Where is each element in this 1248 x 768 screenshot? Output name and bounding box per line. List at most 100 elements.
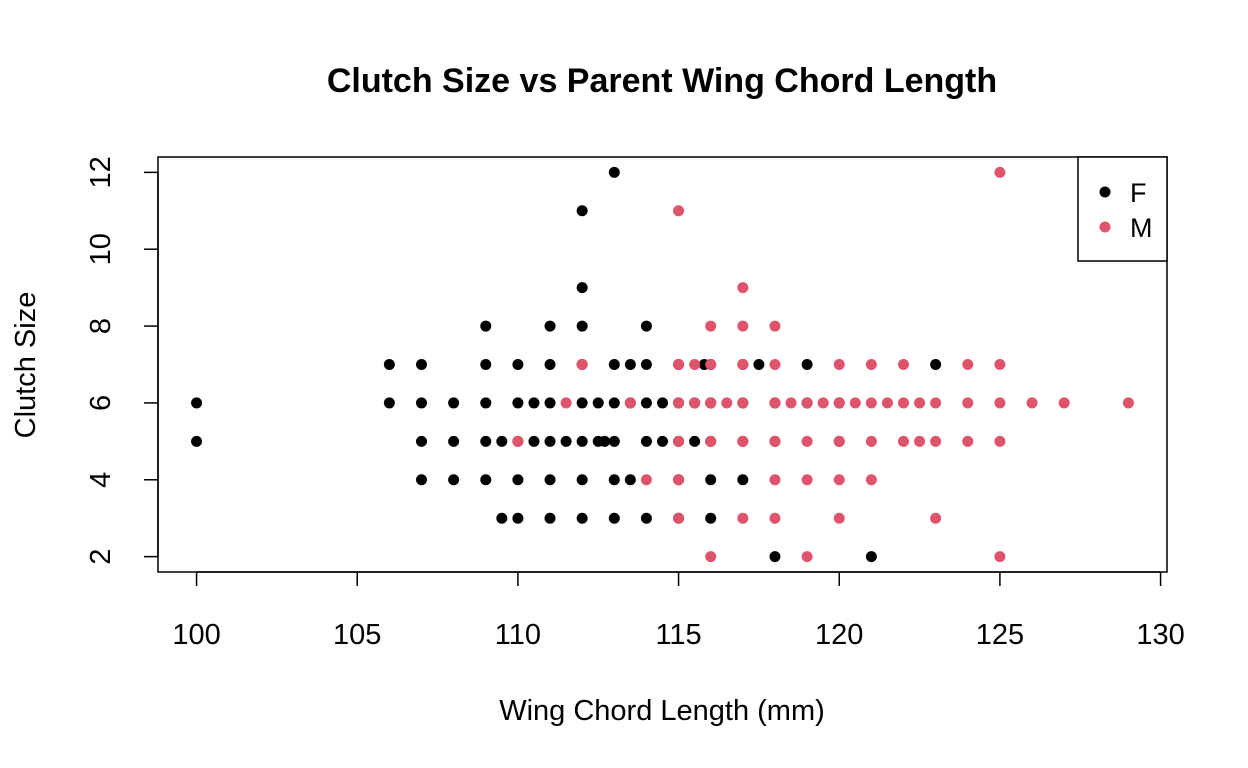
data-point-f	[599, 435, 611, 447]
data-point-m	[801, 435, 813, 447]
data-point-m	[705, 435, 717, 447]
data-point-f	[480, 435, 492, 447]
data-point-m	[833, 512, 845, 524]
data-point-m	[689, 397, 701, 409]
data-point-m	[673, 512, 685, 524]
data-point-m	[673, 397, 685, 409]
data-point-f	[576, 320, 588, 332]
legend: F M	[1077, 156, 1168, 262]
plot-frame	[157, 156, 1168, 573]
data-point-f	[576, 397, 588, 409]
data-point-f	[191, 397, 203, 409]
data-point-f	[576, 282, 588, 294]
data-point-m	[898, 359, 910, 370]
data-point-f	[560, 435, 572, 447]
data-point-f	[769, 551, 781, 563]
data-point-m	[833, 397, 845, 409]
data-point-m	[930, 435, 942, 447]
data-point-m	[994, 397, 1006, 409]
data-point-f	[480, 474, 492, 486]
data-point-m	[833, 359, 845, 370]
data-point-m	[705, 551, 717, 563]
data-point-f	[480, 320, 492, 332]
data-point-f	[448, 397, 460, 409]
data-point-f	[689, 435, 701, 447]
data-point-f	[544, 512, 556, 524]
data-point-m	[817, 397, 829, 409]
legend-label-m: M	[1130, 213, 1153, 243]
data-point-f	[640, 320, 652, 332]
x-tick-label: 120	[815, 619, 863, 651]
data-point-m	[640, 474, 652, 486]
data-point-f	[801, 359, 813, 370]
x-axis-label: Wing Chord Length (mm)	[499, 695, 825, 727]
data-point-f	[512, 397, 524, 409]
data-point-m	[769, 359, 781, 370]
data-point-f	[608, 359, 620, 370]
data-point-m	[898, 397, 910, 409]
data-point-m	[994, 435, 1006, 447]
x-tick-label: 110	[495, 619, 541, 651]
data-point-m	[865, 359, 877, 370]
data-point-f	[865, 551, 877, 563]
data-point-f	[480, 397, 492, 409]
data-point-f	[528, 435, 540, 447]
data-point-m	[801, 474, 813, 486]
data-point-m	[833, 435, 845, 447]
x-axis: 100 105 110 115 120 125 130	[172, 571, 1185, 651]
data-point-m	[785, 397, 797, 409]
data-point-m	[769, 512, 781, 524]
data-point-f	[415, 474, 427, 486]
data-point-f	[528, 397, 540, 409]
data-point-m	[673, 359, 685, 370]
data-point-f	[592, 397, 604, 409]
data-point-f	[640, 397, 652, 409]
data-point-m	[737, 359, 749, 370]
y-tick-label: 10	[85, 233, 117, 265]
y-tick-label: 2	[85, 549, 117, 565]
data-point-m	[865, 397, 877, 409]
x-tick-label: 130	[1136, 619, 1184, 651]
data-point-f	[544, 474, 556, 486]
data-point-m	[994, 551, 1006, 563]
data-point-m	[769, 474, 781, 486]
data-point-m	[849, 397, 861, 409]
data-point-m	[769, 397, 781, 409]
data-point-m	[994, 359, 1006, 370]
data-point-f	[608, 166, 620, 178]
data-point-f	[544, 397, 556, 409]
data-point-m	[576, 359, 588, 370]
data-point-f	[624, 359, 636, 370]
y-axis: 2 4 6 8 10 12	[85, 156, 159, 565]
data-point-f	[576, 474, 588, 486]
data-point-m	[914, 435, 926, 447]
data-point-f	[930, 359, 942, 370]
data-point-f	[512, 512, 524, 524]
data-point-f	[448, 474, 460, 486]
data-point-m	[737, 435, 749, 447]
x-tick-label: 115	[655, 619, 701, 651]
data-point-m	[769, 320, 781, 332]
data-point-f	[737, 474, 749, 486]
data-point-f	[608, 397, 620, 409]
data-point-m	[737, 320, 749, 332]
data-point-m	[865, 435, 877, 447]
x-tick-label: 100	[172, 619, 220, 651]
legend-marker-m	[1099, 221, 1111, 233]
data-point-f	[544, 435, 556, 447]
data-point-f	[657, 397, 668, 409]
data-point-m	[737, 512, 749, 524]
legend-box	[1077, 156, 1168, 262]
data-point-m	[673, 205, 685, 217]
data-point-m	[737, 397, 749, 409]
data-point-f	[544, 359, 556, 370]
y-tick-label: 6	[85, 395, 117, 411]
legend-marker-f	[1099, 186, 1111, 198]
data-point-f	[705, 474, 717, 486]
data-point-m	[705, 320, 717, 332]
data-point-m	[962, 435, 974, 447]
data-point-f	[608, 435, 620, 447]
data-point-m	[737, 282, 749, 294]
data-point-m	[1058, 397, 1070, 409]
